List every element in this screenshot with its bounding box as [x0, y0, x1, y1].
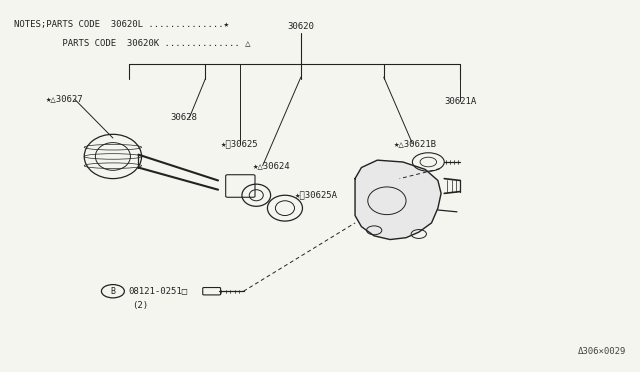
Text: Δ306×0029: Δ306×0029	[577, 347, 626, 356]
Text: 30628: 30628	[170, 113, 197, 122]
Text: 30620: 30620	[287, 22, 314, 31]
Text: NOTES;PARTS CODE  30620L ..............★: NOTES;PARTS CODE 30620L ..............★	[14, 20, 229, 29]
Text: B: B	[111, 287, 115, 296]
Text: ★△30627: ★△30627	[46, 95, 84, 104]
Text: ★△30621B: ★△30621B	[394, 139, 436, 148]
Text: 30621A: 30621A	[444, 97, 477, 106]
Text: ★△30624: ★△30624	[253, 161, 291, 170]
Polygon shape	[355, 160, 441, 240]
Text: ★30625A: ★30625A	[294, 191, 337, 200]
Text: 08121-0251□: 08121-0251□	[129, 287, 188, 296]
Text: PARTS CODE  30620K .............. △: PARTS CODE 30620K .............. △	[14, 38, 251, 47]
Text: ★30625: ★30625	[221, 139, 259, 148]
Text: (2): (2)	[132, 301, 148, 311]
